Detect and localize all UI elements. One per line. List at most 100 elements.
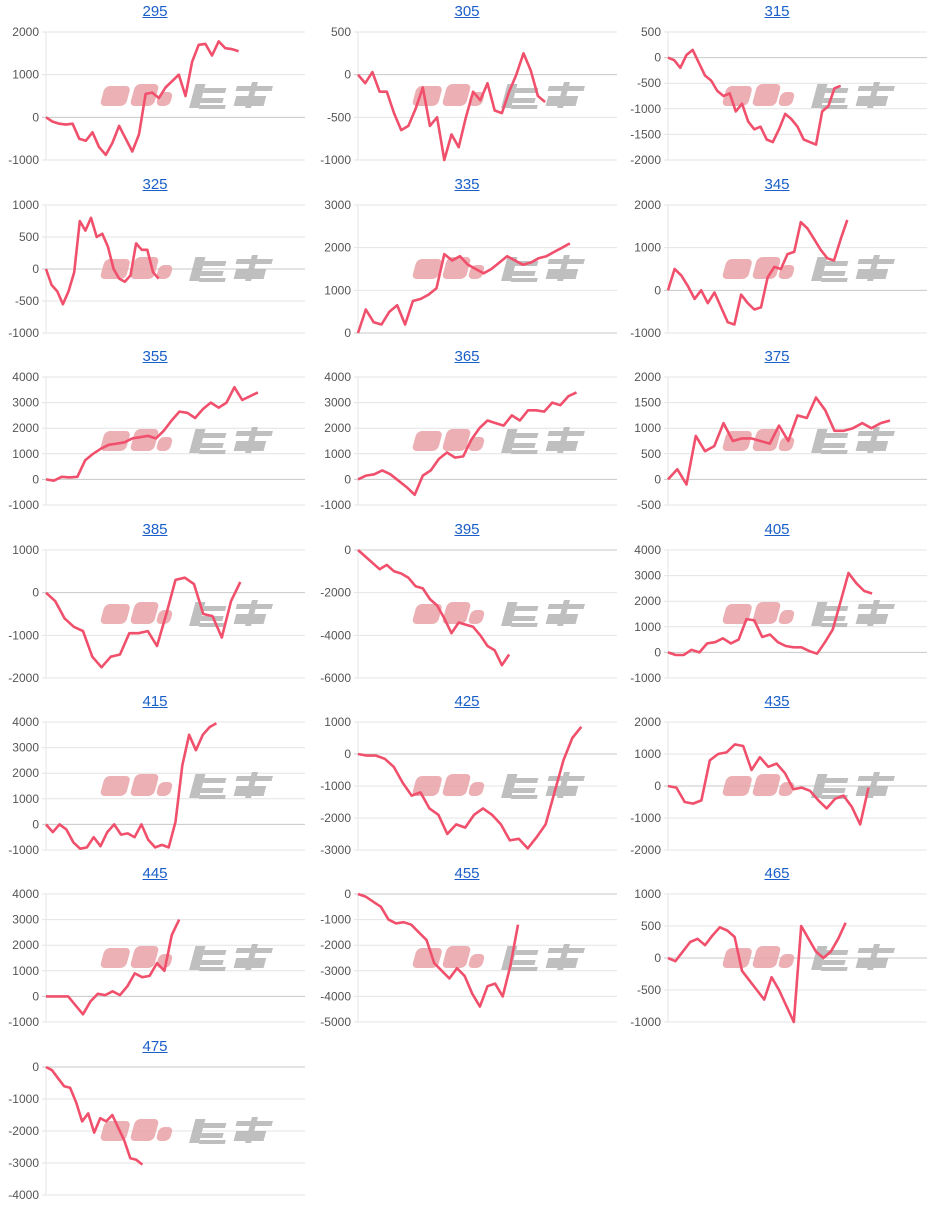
y-tick-label: -1000: [8, 628, 39, 642]
watermark-grey-glyph: [856, 269, 889, 279]
watermark-pink-glyph: [130, 774, 160, 796]
y-tick-label: -1000: [8, 1092, 39, 1106]
chart-svg: 0-1000-2000-3000-4000-5000: [312, 862, 622, 1034]
watermark-grey-glyph: [811, 602, 827, 626]
chart-title-link[interactable]: 395: [312, 521, 622, 538]
chart-title-link[interactable]: 445: [0, 865, 310, 882]
y-tick-label: -4000: [320, 628, 351, 642]
chart-svg: 0-1000-2000-3000-4000: [0, 1035, 310, 1207]
chart-svg: 5000-500-1000: [312, 0, 622, 172]
chart-title-link[interactable]: 425: [312, 693, 622, 710]
watermark-grey-glyph: [200, 1133, 223, 1138]
watermark-grey-glyph: [511, 623, 538, 627]
watermark-grey-glyph: [199, 105, 226, 109]
y-tick-label: 4000: [324, 370, 351, 384]
y-tick-label: 2000: [634, 370, 661, 384]
y-tick-label: -1000: [320, 153, 351, 167]
watermark-grey-glyph: [811, 429, 827, 453]
watermark-grey-glyph: [856, 958, 889, 968]
y-tick-label: -1000: [8, 326, 39, 340]
y-tick-label: -1000: [320, 913, 351, 927]
y-tick-label: -2000: [8, 1124, 39, 1138]
watermark-grey-glyph: [546, 96, 579, 106]
y-tick-label: 0: [344, 887, 351, 901]
y-tick-label: 500: [331, 25, 351, 39]
y-tick-label: -4000: [320, 989, 351, 1003]
watermark-grey-glyph: [825, 261, 848, 266]
y-tick-label: 1000: [12, 543, 39, 557]
chart-title-link[interactable]: 405: [622, 521, 930, 538]
chart-title-link[interactable]: 465: [622, 865, 930, 882]
watermark-pink-glyph: [100, 604, 131, 624]
y-tick-label: 3000: [634, 569, 661, 583]
y-tick-label: 1000: [634, 421, 661, 435]
y-tick-label: -1000: [630, 811, 661, 825]
watermark-grey-glyph: [203, 1123, 226, 1128]
chart-title-link[interactable]: 385: [0, 521, 310, 538]
chart-title-link[interactable]: 355: [0, 348, 310, 365]
y-tick-label: 0: [654, 645, 661, 659]
watermark-grey-glyph: [200, 443, 223, 448]
watermark-logo: [721, 82, 896, 109]
watermark-grey-glyph: [822, 271, 845, 276]
y-tick-label: 2000: [634, 594, 661, 608]
chart-title-link[interactable]: 475: [0, 1038, 310, 1055]
chart-title-link[interactable]: 325: [0, 176, 310, 193]
chart-title-link[interactable]: 375: [622, 348, 930, 365]
watermark-pink-glyph: [468, 782, 486, 796]
chart-title-link[interactable]: 295: [0, 3, 310, 20]
watermark-grey-glyph: [811, 257, 827, 281]
watermark-pink-glyph: [752, 84, 782, 106]
watermark-pink-glyph: [156, 437, 174, 451]
watermark-pink-glyph: [130, 429, 160, 451]
y-tick-label: 1000: [634, 241, 661, 255]
chart-title-link[interactable]: 415: [0, 693, 310, 710]
watermark-pink-glyph: [778, 92, 796, 106]
chart-title-link[interactable]: 335: [312, 176, 622, 193]
y-tick-label: 1000: [12, 68, 39, 82]
watermark-grey-glyph: [515, 433, 538, 438]
watermark-grey-glyph: [234, 269, 267, 279]
watermark-grey-glyph: [825, 778, 848, 783]
watermark-grey-glyph: [811, 84, 827, 108]
chart-svg: 0-2000-4000-6000: [312, 518, 622, 690]
y-tick-label: -2000: [630, 843, 661, 857]
y-tick-label: 0: [654, 283, 661, 297]
watermark-grey-glyph: [856, 96, 889, 106]
watermark-grey-glyph: [200, 788, 223, 793]
watermark-logo: [721, 255, 896, 282]
watermark-logo: [721, 427, 896, 454]
watermark-grey-glyph: [546, 441, 579, 451]
watermark-grey-glyph: [512, 616, 535, 621]
y-tick-label: -2000: [320, 586, 351, 600]
y-tick-label: -2000: [320, 938, 351, 952]
watermark-grey-glyph: [822, 788, 845, 793]
chart-title-link[interactable]: 315: [622, 3, 930, 20]
chart-title-link[interactable]: 435: [622, 693, 930, 710]
chart-title-link[interactable]: 345: [622, 176, 930, 193]
y-tick-label: 1000: [324, 283, 351, 297]
chart-title-link[interactable]: 365: [312, 348, 622, 365]
watermark-grey-glyph: [825, 606, 848, 611]
y-tick-label: 500: [641, 447, 661, 461]
y-tick-label: -2000: [320, 811, 351, 825]
watermark-grey-glyph: [546, 958, 579, 968]
chart-title-link[interactable]: 305: [312, 3, 622, 20]
y-tick-label: -1000: [630, 326, 661, 340]
watermark-pink-glyph: [130, 602, 160, 624]
watermark-grey-glyph: [189, 84, 205, 108]
chart-title-link[interactable]: 455: [312, 865, 622, 882]
watermark-grey-glyph: [511, 105, 538, 109]
